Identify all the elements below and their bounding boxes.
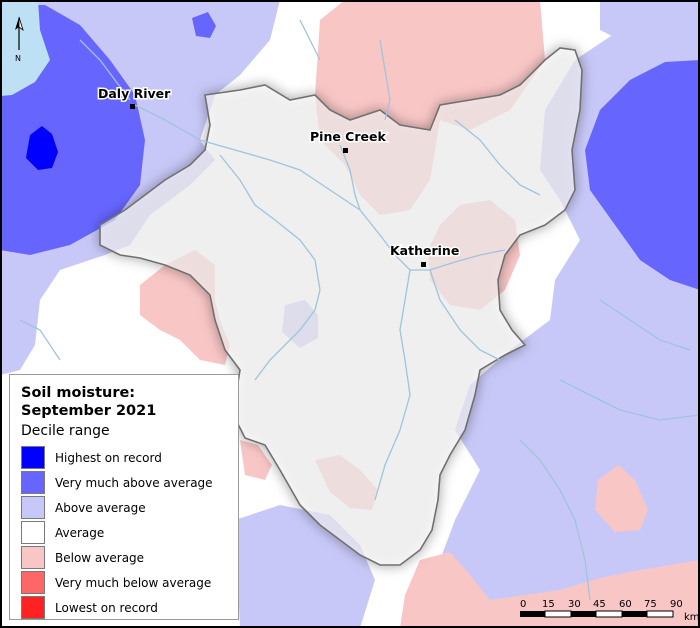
- legend-label: Average: [55, 525, 105, 540]
- legend-swatch: [21, 496, 45, 519]
- legend-item: Below average: [21, 545, 228, 570]
- below-average-patch-3: [240, 440, 272, 480]
- highest-on-record-patch: [26, 126, 58, 170]
- legend-item: Very much below average: [21, 570, 228, 595]
- legend-swatch: [21, 471, 45, 494]
- legend-label: Very much above average: [55, 475, 213, 490]
- legend-item: Lowest on record: [21, 595, 228, 620]
- scale-unit-label: km: [684, 612, 700, 623]
- town-daly-river: Daly River: [97, 85, 173, 109]
- legend-item: Above average: [21, 495, 228, 520]
- scale-tick-label: 30: [568, 599, 581, 610]
- legend: Soil moisture: September 2021 Decile ran…: [9, 374, 239, 620]
- legend-swatch: [21, 521, 45, 544]
- legend-list: Highest on record Very much above averag…: [21, 445, 228, 620]
- above-average-zone-top-right: [600, 0, 700, 50]
- legend-title: Soil moisture: September 2021: [21, 385, 157, 419]
- town-marker: [421, 262, 426, 267]
- town-label: Pine Creek: [310, 129, 386, 144]
- legend-swatch: [21, 596, 45, 619]
- water-body: [0, 0, 50, 96]
- scale-tick-label: 0: [520, 599, 526, 610]
- north-arrow: N: [15, 16, 24, 63]
- legend-item: Highest on record: [21, 445, 228, 470]
- legend-item: Average: [21, 520, 228, 545]
- north-label: N: [15, 54, 21, 63]
- legend-label: Above average: [55, 500, 146, 515]
- rivers: [19, 19, 700, 601]
- below-average-patch-2: [595, 465, 648, 532]
- below-average-zone-south: [400, 552, 700, 628]
- legend-label: Highest on record: [55, 450, 162, 465]
- scale-tick-label: 90: [670, 599, 683, 610]
- scale-tick-label: 45: [593, 599, 606, 610]
- very-much-above-average-zone-east: [585, 60, 700, 290]
- town-pine-creek: Pine Creek: [309, 128, 388, 153]
- scale-bar: 0 15 30 45 60 75 90 km: [520, 599, 700, 623]
- town-marker: [343, 148, 348, 153]
- legend-swatch: [21, 546, 45, 569]
- catchment-region: [99, 47, 583, 566]
- town-label: Katherine: [390, 243, 459, 258]
- town-katherine: Katherine: [389, 242, 461, 267]
- legend-swatch: [21, 571, 45, 594]
- scale-tick-label: 60: [619, 599, 632, 610]
- legend-swatch: [21, 446, 45, 469]
- scale-tick-label: 75: [644, 599, 657, 610]
- legend-label: Lowest on record: [55, 600, 158, 615]
- legend-item: Very much above average: [21, 470, 228, 495]
- legend-label: Below average: [55, 550, 145, 565]
- town-marker: [130, 104, 135, 109]
- very-much-above-average-patch: [192, 12, 216, 38]
- legend-subtitle: Decile range: [21, 423, 110, 439]
- legend-label: Very much below average: [55, 575, 212, 590]
- scale-tick-label: 15: [542, 599, 555, 610]
- town-label: Daly River: [98, 86, 171, 101]
